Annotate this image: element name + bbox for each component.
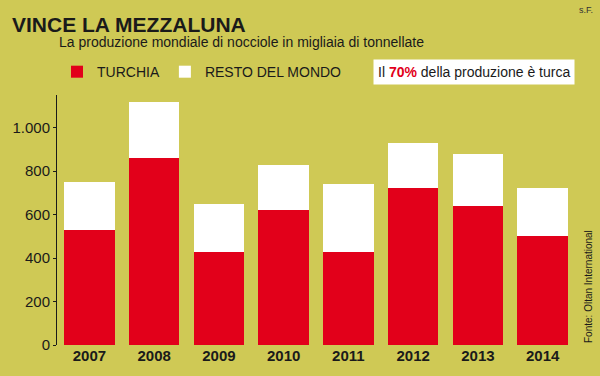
svg-text:2014: 2014 bbox=[526, 347, 560, 364]
svg-text:2008: 2008 bbox=[137, 347, 170, 364]
svg-text:La produzione mondiale di nocc: La produzione mondiale di nocciole in mi… bbox=[59, 34, 424, 50]
svg-text:2007: 2007 bbox=[73, 347, 106, 364]
svg-text:VINCE LA MEZZALUNA: VINCE LA MEZZALUNA bbox=[12, 13, 246, 36]
svg-text:2012: 2012 bbox=[396, 347, 429, 364]
svg-text:2010: 2010 bbox=[267, 347, 300, 364]
svg-text:TURCHIA: TURCHIA bbox=[97, 64, 160, 80]
svg-text:800: 800 bbox=[25, 162, 50, 179]
svg-text:s.F.: s.F. bbox=[579, 5, 593, 15]
svg-text:0: 0 bbox=[42, 336, 50, 353]
svg-text:2009: 2009 bbox=[202, 347, 235, 364]
svg-text:200: 200 bbox=[25, 293, 50, 310]
svg-text:RESTO DEL MONDO: RESTO DEL MONDO bbox=[205, 64, 341, 80]
svg-text:2011: 2011 bbox=[332, 347, 365, 364]
svg-text:Fonte: Oltan International: Fonte: Oltan International bbox=[583, 230, 594, 343]
svg-text:1.000: 1.000 bbox=[12, 119, 50, 136]
svg-text:2013: 2013 bbox=[461, 347, 494, 364]
svg-text:Il 70% della produzione è turc: Il 70% della produzione è turca bbox=[378, 64, 570, 80]
svg-text:400: 400 bbox=[25, 249, 50, 266]
svg-text:600: 600 bbox=[25, 206, 50, 223]
